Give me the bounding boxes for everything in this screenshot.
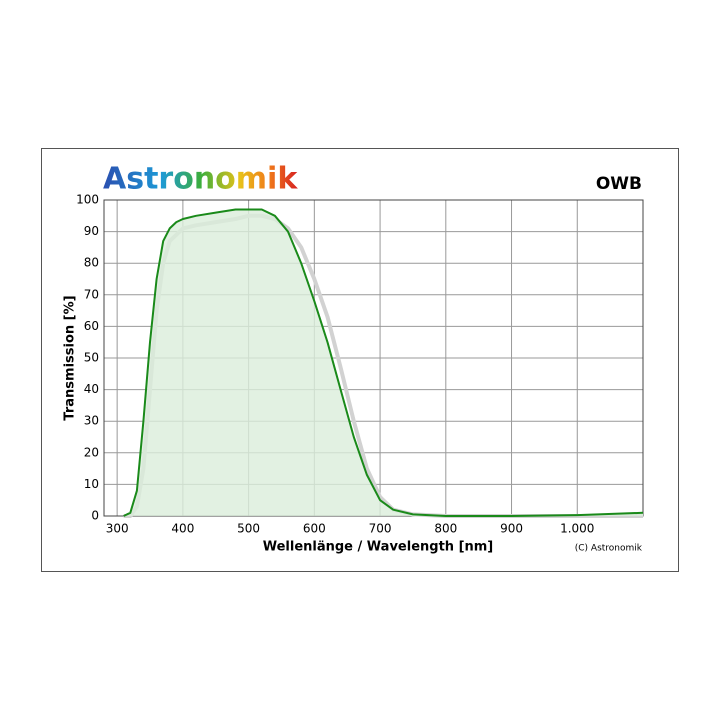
line [123, 208, 644, 517]
y-tick-label: 100 [76, 193, 99, 207]
area [123, 209, 643, 516]
y-tick-label: 30 [84, 414, 99, 428]
x-tick-label: 700 [369, 522, 392, 536]
x-tick-label: 900 [500, 522, 523, 536]
x-tick-label: 300 [106, 522, 129, 536]
y-tick-label: 40 [84, 382, 99, 396]
credit: (C) Astronomik [575, 544, 643, 554]
x-tick-label: 1.000 [560, 522, 594, 536]
x-tick-label: 400 [171, 522, 194, 536]
y-tick-label: 0 [91, 509, 99, 523]
y-tick-label: 10 [84, 477, 99, 491]
y-tick-label: 50 [84, 351, 99, 365]
x-tick-label: 600 [303, 522, 326, 536]
y-tick-label: 20 [84, 445, 99, 459]
y-tick-label: 80 [84, 256, 99, 270]
chart-title: OWB [596, 174, 642, 194]
logo: Astronomik [103, 162, 298, 197]
x-axis-label: Wellenlänge / Wavelength [nm] [263, 540, 494, 555]
x-tick-label: 500 [237, 522, 260, 536]
x-tick-label: 800 [434, 522, 457, 536]
y-tick-label: 90 [84, 224, 99, 238]
y-axis-label: Transmission [%] [63, 295, 78, 420]
y-tick-label: 60 [84, 319, 99, 333]
y-tick-label: 70 [84, 287, 99, 301]
